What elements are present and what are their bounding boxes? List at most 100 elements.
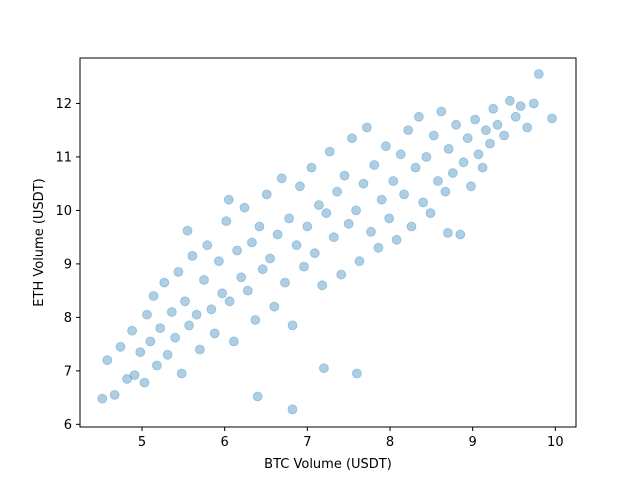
scatter-point bbox=[547, 113, 557, 124]
x-tick-label: 7 bbox=[303, 435, 311, 450]
scatter-point bbox=[115, 341, 126, 352]
scatter-point bbox=[361, 122, 372, 133]
scatter-point bbox=[194, 344, 205, 355]
scatter-point bbox=[533, 69, 544, 79]
scatter-point bbox=[515, 101, 526, 111]
scatter-point bbox=[318, 363, 329, 374]
scatter-points bbox=[97, 69, 557, 415]
scatter-point bbox=[109, 389, 120, 400]
scatter-point bbox=[284, 213, 295, 224]
scatter-point bbox=[332, 186, 343, 197]
scatter-point bbox=[162, 349, 173, 360]
scatter-point bbox=[302, 221, 313, 232]
scatter-point bbox=[254, 221, 265, 232]
scatter-point bbox=[261, 189, 272, 200]
scatter-point bbox=[324, 146, 335, 157]
scatter-point bbox=[410, 162, 421, 173]
scatter-point bbox=[148, 291, 159, 301]
scatter-point bbox=[413, 111, 424, 122]
scatter-point bbox=[343, 218, 354, 229]
scatter-point bbox=[221, 216, 232, 227]
scatter-point bbox=[182, 225, 193, 236]
scatter-point bbox=[321, 208, 332, 219]
scatter-point bbox=[276, 173, 287, 184]
scatter-point bbox=[480, 125, 491, 136]
scatter-point bbox=[291, 240, 302, 251]
scatter-point bbox=[328, 232, 339, 243]
scatter-point bbox=[142, 309, 152, 320]
scatter-point bbox=[391, 234, 402, 245]
scatter-point bbox=[406, 221, 417, 232]
scatter-point bbox=[287, 320, 298, 331]
scatter-point bbox=[369, 160, 380, 170]
scatter-point bbox=[187, 250, 198, 261]
scatter-point bbox=[206, 304, 217, 315]
y-tick-label: 12 bbox=[55, 97, 72, 112]
scatter-point bbox=[336, 269, 347, 280]
scatter-point bbox=[209, 328, 220, 339]
y-tick-label: 6 bbox=[64, 418, 72, 433]
scatter-point bbox=[213, 256, 224, 267]
plot-area-frame bbox=[79, 57, 577, 428]
scatter-point bbox=[242, 285, 253, 296]
scatter-point bbox=[418, 197, 429, 208]
scatter-point bbox=[458, 157, 469, 168]
scatter-point bbox=[265, 253, 276, 264]
scatter-point bbox=[399, 189, 410, 200]
y-tick-label: 11 bbox=[55, 150, 72, 165]
x-tick-label: 9 bbox=[469, 435, 477, 450]
y-axis-ticks: 6 7 8 9 10 11 12 bbox=[55, 97, 80, 433]
scatter-point bbox=[269, 301, 280, 312]
scatter-point bbox=[354, 256, 365, 267]
scatter-point bbox=[202, 240, 213, 251]
scatter-point bbox=[388, 176, 399, 186]
scatter-point bbox=[380, 141, 391, 152]
x-axis-label: BTC Volume (USDT) bbox=[264, 457, 392, 472]
scatter-point bbox=[127, 325, 138, 336]
scatter-point bbox=[451, 119, 462, 130]
scatter-point bbox=[122, 373, 132, 384]
scatter-point bbox=[384, 213, 395, 224]
x-axis-ticks: 5 6 7 8 9 10 bbox=[138, 427, 564, 450]
scatter-point bbox=[199, 274, 209, 285]
scatter-point bbox=[252, 391, 263, 402]
scatter-point bbox=[466, 181, 476, 192]
scatter-point bbox=[510, 111, 521, 122]
x-tick-label: 8 bbox=[386, 435, 394, 450]
x-tick-label: 10 bbox=[547, 435, 564, 450]
x-tick-label: 6 bbox=[221, 435, 229, 450]
scatter-point bbox=[223, 194, 234, 205]
scatter-point bbox=[351, 205, 362, 216]
scatter-point bbox=[299, 261, 309, 272]
scatter-point bbox=[425, 208, 436, 219]
scatter-point bbox=[246, 237, 257, 248]
scatter-point bbox=[477, 162, 488, 173]
y-tick-label: 10 bbox=[55, 204, 72, 219]
scatter-point bbox=[191, 309, 202, 320]
scatter-point bbox=[272, 229, 283, 240]
scatter-point bbox=[250, 315, 261, 325]
scatter-point bbox=[170, 332, 181, 343]
scatter-point bbox=[306, 162, 317, 173]
scatter-point bbox=[395, 149, 406, 160]
scatter-point bbox=[129, 370, 140, 381]
scatter-point bbox=[184, 320, 195, 331]
y-tick-label: 8 bbox=[64, 311, 72, 326]
y-tick-label: 9 bbox=[64, 257, 72, 272]
scatter-point bbox=[166, 307, 177, 317]
scatter-point bbox=[151, 360, 162, 371]
scatter-point bbox=[455, 229, 466, 240]
scatter-point bbox=[317, 280, 328, 291]
scatter-point bbox=[217, 288, 228, 299]
scatter-point bbox=[257, 264, 268, 275]
scatter-point bbox=[358, 178, 369, 189]
scatter-point bbox=[232, 245, 243, 256]
scatter-point bbox=[159, 277, 170, 288]
scatter-point bbox=[97, 393, 108, 404]
scatter-point bbox=[373, 242, 384, 253]
scatter-point bbox=[522, 122, 533, 133]
scatter-point bbox=[139, 377, 150, 388]
scatter-point bbox=[436, 106, 447, 117]
scatter-point bbox=[504, 95, 515, 106]
